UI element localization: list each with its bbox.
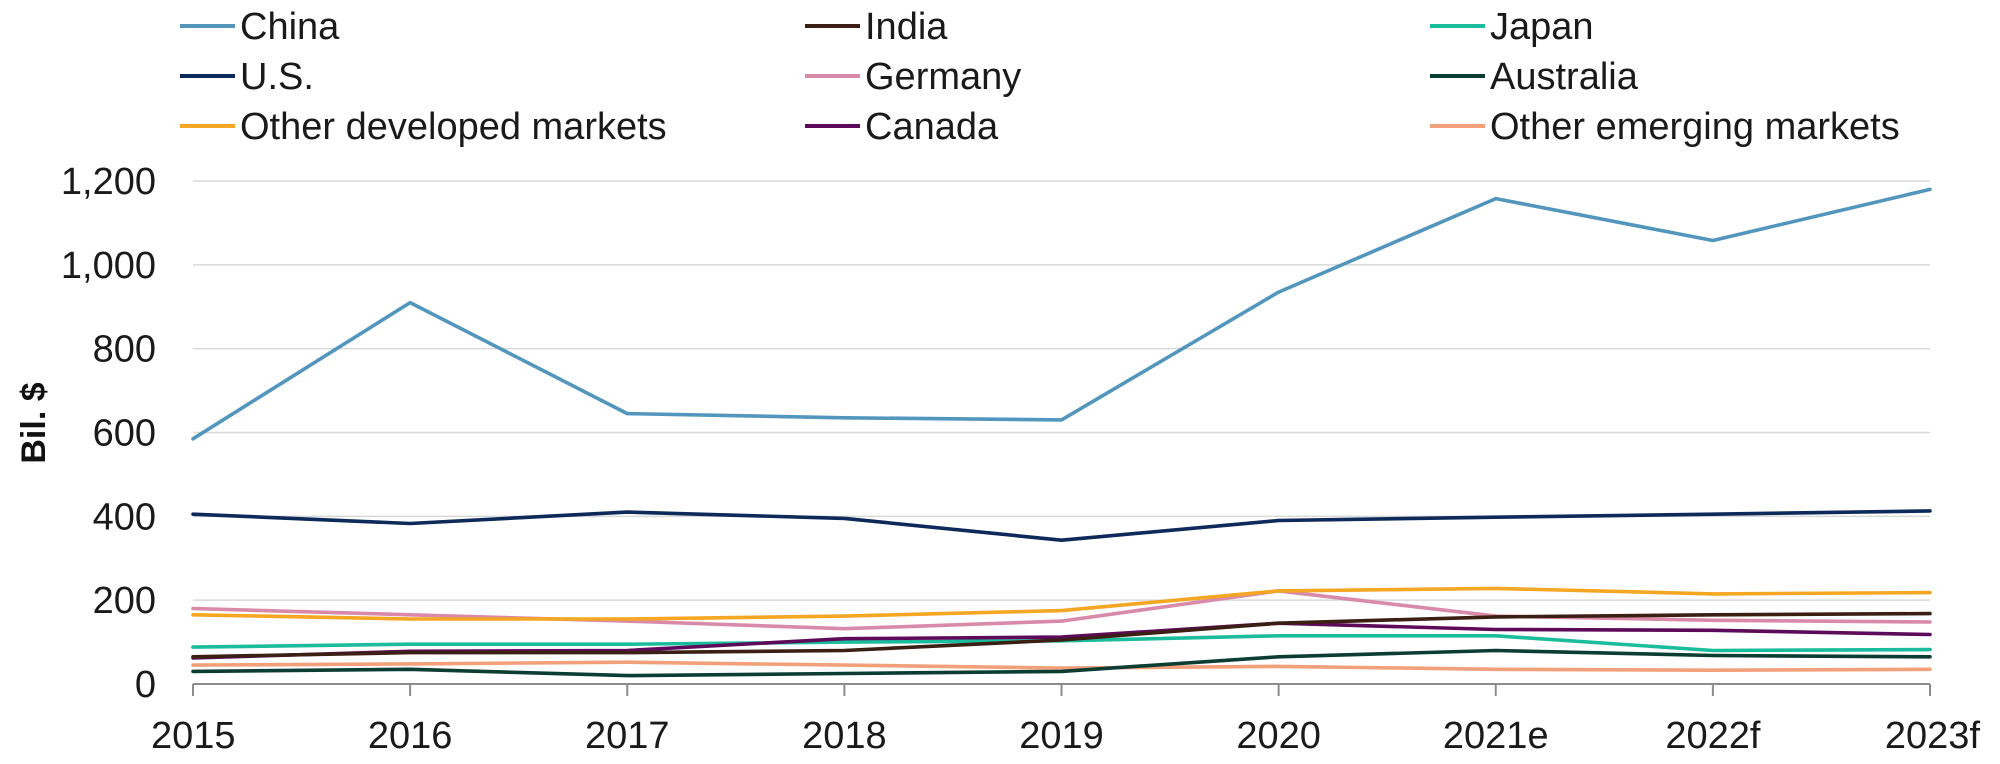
legend-label: China (240, 6, 340, 48)
x-axis: 2015 2016 2017 2018 2019 2020 2021e 2022f 2023f (151, 683, 1981, 757)
legend-item-japan: Japan (1430, 6, 1594, 48)
y-axis-ticks: 0 200 400 600 800 1,000 1,200 (61, 161, 156, 706)
y-tick-label: 1,200 (61, 161, 156, 203)
series-lines (191, 187, 1932, 678)
legend-label: Canada (865, 106, 999, 148)
y-tick-label: 200 (93, 580, 156, 622)
legend-item-china: China (180, 6, 340, 48)
series-line-other-emerging-markets (191, 660, 1932, 673)
series-line-other-developed-markets (191, 586, 1932, 621)
x-tick-label: 2023f (1885, 715, 1981, 757)
legend-label: U.S. (240, 56, 314, 98)
x-tick-label: 2017 (585, 715, 670, 757)
legend-label: Australia (1490, 56, 1639, 98)
grid-lines (193, 180, 1930, 601)
legend-item-u-s: U.S. (180, 56, 314, 98)
y-tick-label: 0 (135, 664, 156, 706)
y-tick-label: 600 (93, 413, 156, 455)
x-tick-label: 2021e (1443, 715, 1549, 757)
legend-label: Japan (1490, 6, 1594, 48)
y-tick-label: 400 (93, 496, 156, 538)
legend-item-india: India (805, 6, 948, 48)
legend-item-canada: Canada (805, 106, 999, 148)
x-tick-label: 2019 (1019, 715, 1104, 757)
legend-item-other-emerging-markets: Other emerging markets (1430, 106, 1900, 148)
legend-item-australia: Australia (1430, 56, 1639, 98)
y-tick-label: 800 (93, 329, 156, 371)
x-tick-label: 2018 (802, 715, 887, 757)
legend-item-other-developed-markets: Other developed markets (180, 106, 667, 148)
y-axis-title: Bil. $ (15, 382, 53, 463)
series-line-germany (191, 589, 1932, 631)
legend-label: Germany (865, 56, 1021, 98)
legend-label: Other emerging markets (1490, 106, 1900, 148)
legend-label: Other developed markets (240, 106, 667, 148)
x-tick-label: 2016 (368, 715, 453, 757)
legend-item-germany: Germany (805, 56, 1021, 98)
legend-label: India (865, 6, 948, 48)
x-tick-label: 2015 (151, 715, 236, 757)
legend: China U.S. Other developed markets India Ger… (180, 6, 1900, 148)
x-tick-label: 2020 (1236, 715, 1321, 757)
x-tick-label: 2022f (1665, 715, 1761, 757)
series-line-india (191, 611, 1932, 659)
series-line-australia (191, 648, 1932, 678)
series-line-china (191, 187, 1932, 441)
series-line-u-s (191, 509, 1932, 543)
y-tick-label: 1,000 (61, 245, 156, 287)
